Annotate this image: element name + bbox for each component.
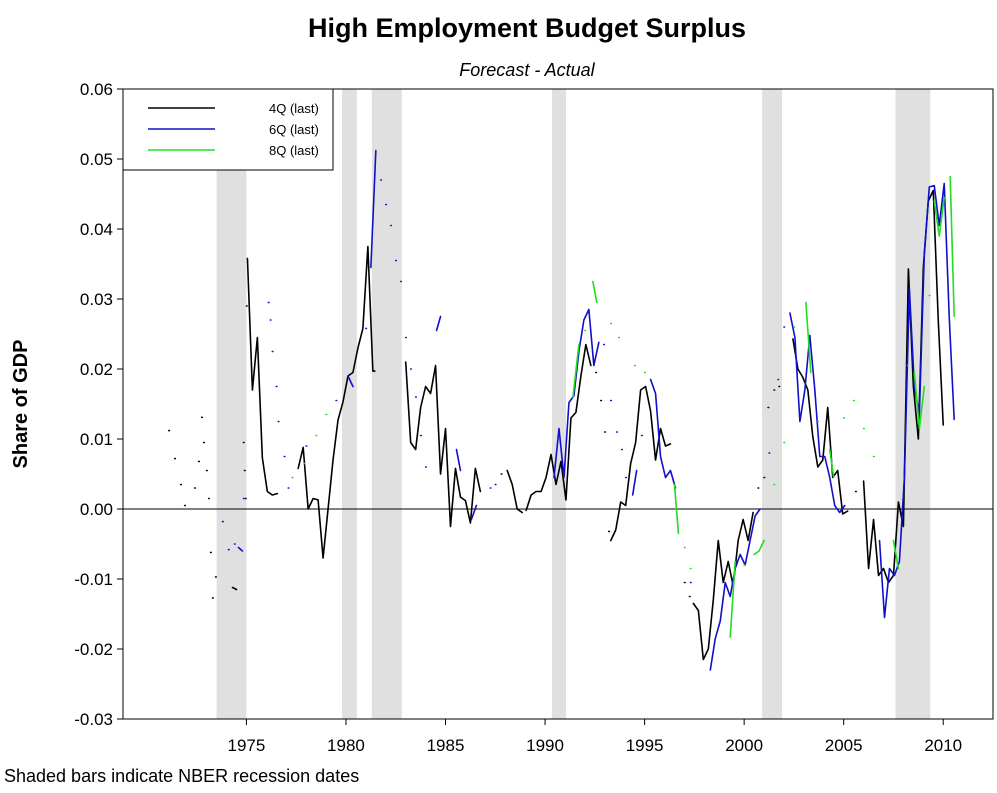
- recession-bar: [341, 89, 357, 719]
- y-tick-label: 0.06: [80, 80, 113, 99]
- chart-subtitle: Forecast - Actual: [459, 60, 595, 80]
- legend-label: 8Q (last): [269, 143, 319, 158]
- x-tick-label: 2005: [825, 736, 863, 755]
- plot-area: -0.03 -0.02 -0.01 0.00 0.01 0.02 0.03 0.04 0.05 0…: [74, 80, 994, 755]
- y-tick-label: -0.01: [74, 570, 113, 589]
- series-line: [221, 149, 955, 671]
- y-tick-label: 0.05: [80, 150, 113, 169]
- y-tick-label: 0.03: [80, 290, 113, 309]
- legend-label: 6Q (last): [269, 122, 319, 137]
- series-line: [291, 175, 955, 638]
- x-tick-label: 1995: [626, 736, 664, 755]
- y-tick-label: 0.02: [80, 360, 113, 379]
- y-tick-label: -0.02: [74, 640, 113, 659]
- y-tick-label: 0.04: [80, 220, 113, 239]
- recession-bar: [371, 89, 402, 719]
- recession-bar: [762, 89, 782, 719]
- series-line: [167, 189, 945, 661]
- annotation: Shaded bars indicate NBER recession date…: [4, 766, 359, 786]
- y-tick-label: -0.03: [74, 710, 113, 729]
- recession-bar: [552, 89, 566, 719]
- recession-bar: [216, 89, 247, 719]
- recession-bar: [895, 89, 931, 719]
- y-tick-label: 0.00: [80, 500, 113, 519]
- x-tick-label: 1985: [427, 736, 465, 755]
- x-tick-label: 1990: [526, 736, 564, 755]
- plot-frame: [122, 88, 994, 720]
- x-tick-label: 2010: [924, 736, 962, 755]
- x-tick-label: 1975: [228, 736, 266, 755]
- y-tick-label: 0.01: [80, 430, 113, 449]
- chart-title: High Employment Budget Surplus: [308, 13, 746, 43]
- y-axis-label: Share of GDP: [10, 340, 32, 469]
- legend-label: 4Q (last): [269, 101, 319, 116]
- x-tick-label: 1980: [327, 736, 365, 755]
- x-tick-label: 2000: [725, 736, 763, 755]
